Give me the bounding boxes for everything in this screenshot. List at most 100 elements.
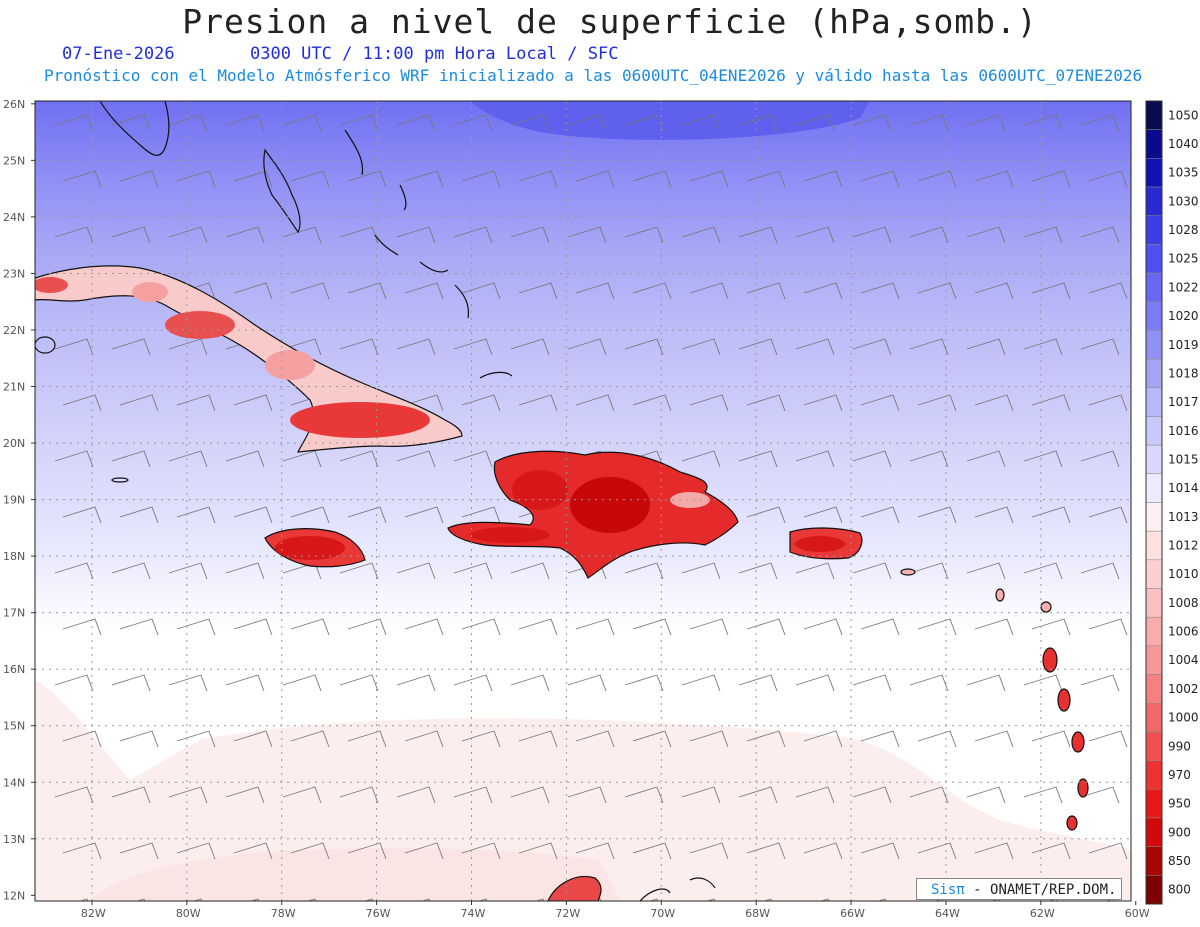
wind-barb: [1031, 394, 1071, 412]
wind-barb: [510, 674, 550, 692]
wind-barb: [852, 562, 892, 580]
colorbar-label: 1010: [1168, 567, 1199, 581]
wind-barb: [746, 170, 786, 188]
lat-label: 26N: [3, 98, 25, 111]
wind-barb: [738, 674, 778, 692]
wind-barb: [1023, 674, 1063, 692]
wind-barb: [62, 506, 102, 524]
wind-barb: [974, 282, 1014, 300]
lat-label: 24N: [3, 211, 25, 224]
wind-barb: [746, 506, 786, 524]
wind-barb: [233, 618, 273, 636]
wind-barb: [909, 450, 949, 468]
wind-barb: [624, 114, 664, 132]
wind-barb: [347, 618, 387, 636]
wind-barb: [111, 114, 151, 132]
wind-barb: [518, 170, 558, 188]
wind-barb: [111, 562, 151, 580]
wind-barb: [966, 226, 1006, 244]
wind-barb: [1080, 562, 1120, 580]
wind-barb: [738, 786, 778, 804]
wind-barb: [681, 786, 721, 804]
wind-barb: [632, 618, 672, 636]
wind-barb: [738, 562, 778, 580]
wind-barb: [746, 730, 786, 748]
wind-barb: [290, 618, 330, 636]
colorbar-label: 900: [1168, 825, 1191, 839]
florida: [99, 101, 170, 156]
wind-barb: [567, 674, 607, 692]
colorbar-swatch: [1145, 588, 1163, 618]
wind-barb: [119, 506, 159, 524]
wind-barb: [966, 674, 1006, 692]
wind-barb: [518, 394, 558, 412]
latitude-labels: 26N 25N 24N 23N 22N 21N 20N 19N 18N 17N 16N 15N 14N 1…: [3, 98, 35, 902]
wind-barb: [1088, 842, 1128, 860]
wind-barb: [706, 898, 716, 901]
colorbar-swatch: [1145, 387, 1163, 417]
wind-barb: [347, 282, 387, 300]
wind-barb: [575, 170, 615, 188]
wind-barb: [168, 786, 208, 804]
colorbar-label: 1035: [1168, 166, 1199, 180]
wind-barb: [624, 562, 664, 580]
wind-barb: [917, 730, 957, 748]
wind-barb: [62, 618, 102, 636]
wind-barb: [1023, 226, 1063, 244]
wind-barb: [250, 898, 260, 901]
wind-barb: [535, 898, 545, 901]
wind-barb: [453, 114, 493, 132]
wind-barb: [339, 226, 379, 244]
wind-barb: [795, 226, 835, 244]
lon-label: 78W: [271, 907, 296, 920]
wind-barb: [461, 170, 501, 188]
wind-barb: [282, 450, 322, 468]
wind-barb: [909, 338, 949, 356]
wind-barb: [966, 562, 1006, 580]
wind-barb: [1080, 674, 1120, 692]
wind-barb: [404, 842, 444, 860]
colorbar-label: 1025: [1168, 252, 1199, 266]
wind-barb: [168, 114, 208, 132]
credit-text: - ONAMET/REP.DOM.: [973, 882, 1117, 898]
wind-barb: [176, 506, 216, 524]
wind-barb: [119, 842, 159, 860]
colorbar-swatch: [1145, 244, 1163, 274]
wind-barb: [795, 786, 835, 804]
wind-barb: [746, 842, 786, 860]
wind-barb: [852, 226, 892, 244]
lon-label: 76W: [366, 907, 391, 920]
wind-barb: [176, 170, 216, 188]
wind-barb: [624, 338, 664, 356]
wind-barb: [233, 170, 273, 188]
wind-barb: [347, 730, 387, 748]
wind-barb: [62, 170, 102, 188]
wind-barb: [681, 562, 721, 580]
wind-barb: [111, 450, 151, 468]
wind-barb: [478, 898, 488, 901]
colorbar-label: 1050: [1168, 108, 1199, 122]
lon-label: 66W: [840, 907, 865, 920]
wind-barb: [746, 618, 786, 636]
colorbar-label: 1019: [1168, 338, 1199, 352]
wind-barb: [795, 674, 835, 692]
wind-barb: [233, 394, 273, 412]
wind-barb: [453, 786, 493, 804]
wind-barb: [803, 170, 843, 188]
wind-barb: [111, 338, 151, 356]
colorbar-swatch: [1145, 100, 1163, 130]
wind-barb: [909, 114, 949, 132]
wind-barb: [820, 898, 830, 901]
wind-barb: [510, 786, 550, 804]
colorbar-swatch: [1145, 215, 1163, 245]
wind-barb: [624, 786, 664, 804]
wind-barb: [592, 898, 602, 901]
wind-barb: [575, 618, 615, 636]
wind-barb: [803, 394, 843, 412]
lon-label: 82W: [81, 907, 106, 920]
colorbar-label: 1014: [1168, 481, 1199, 495]
colorbar-label: 1008: [1168, 596, 1199, 610]
wind-barb: [803, 730, 843, 748]
wind-barb: [624, 674, 664, 692]
wind-barb: [917, 618, 957, 636]
